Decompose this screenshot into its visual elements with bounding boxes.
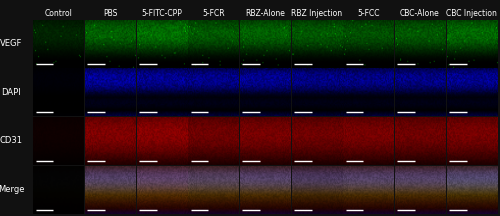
Text: 5-FITC-CPP: 5-FITC-CPP	[141, 9, 182, 18]
Text: RBZ-Alone: RBZ-Alone	[245, 9, 285, 18]
Text: CD31: CD31	[0, 137, 23, 145]
Text: DAPI: DAPI	[2, 88, 21, 97]
Text: 5-FCR: 5-FCR	[202, 9, 224, 18]
Text: Control: Control	[44, 9, 72, 18]
Text: CBC Injection: CBC Injection	[446, 9, 497, 18]
Text: RBZ Injection: RBZ Injection	[291, 9, 342, 18]
Text: 5-FCC: 5-FCC	[357, 9, 380, 18]
Text: CBC-Alone: CBC-Alone	[400, 9, 440, 18]
Text: Merge: Merge	[0, 185, 24, 194]
Text: PBS: PBS	[103, 9, 117, 18]
Text: VEGF: VEGF	[0, 39, 22, 48]
